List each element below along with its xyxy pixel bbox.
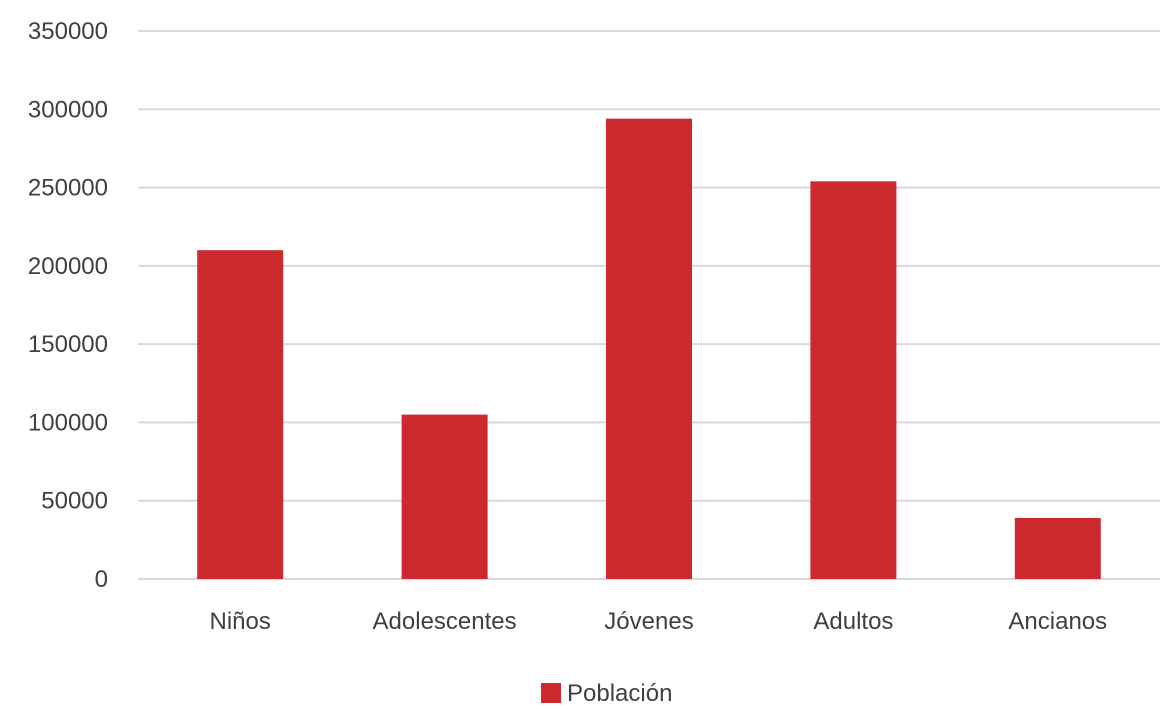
- y-tick-label: 150000: [28, 331, 108, 358]
- y-tick-label: 250000: [28, 175, 108, 202]
- x-tick-label: Ancianos: [1008, 608, 1107, 635]
- x-tick-label: Adultos: [813, 608, 893, 635]
- y-tick-label: 300000: [28, 96, 108, 123]
- y-tick-label: 350000: [28, 18, 108, 45]
- legend-label-poblacion: Población: [567, 680, 672, 707]
- y-tick-label: 50000: [41, 488, 108, 515]
- bar: [1014, 517, 1101, 579]
- x-axis-tick-labels: Niños Adolescentes Jóvenes Adultos Ancianos: [210, 608, 1108, 635]
- x-tick-label: Niños: [210, 608, 271, 635]
- y-axis-tick-labels: 0 50000 100000 150000 200000 250000 300000 3500…: [28, 18, 108, 593]
- x-tick-label: Adolescentes: [373, 608, 517, 635]
- bar: [810, 181, 897, 579]
- bar: [606, 118, 692, 580]
- bar: [197, 250, 284, 579]
- legend-swatch: [541, 683, 561, 703]
- x-tick-label: Jóvenes: [604, 608, 693, 635]
- bars: [197, 118, 1101, 580]
- bar: [401, 414, 488, 579]
- y-tick-label: 100000: [28, 409, 108, 436]
- y-tick-label: 0: [95, 566, 108, 593]
- legend: Población: [541, 680, 672, 707]
- y-tick-label: 200000: [28, 253, 108, 280]
